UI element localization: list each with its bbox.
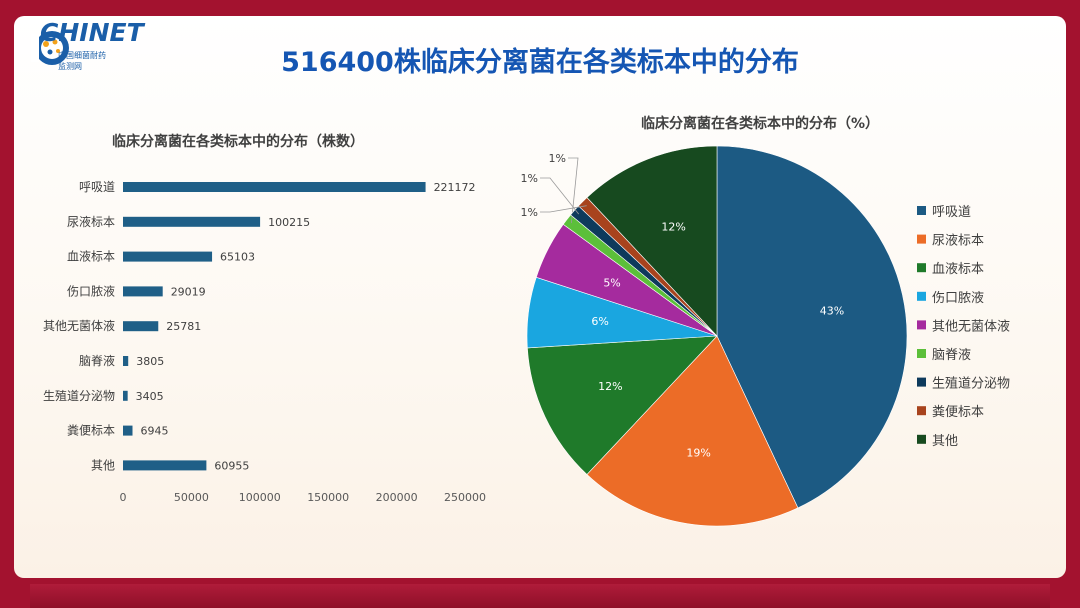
bar-category-label: 血液标本 [67,249,115,264]
legend-swatch [917,234,926,244]
bar-value-label: 29019 [171,285,206,298]
bar-category-label: 伤口脓液 [67,283,115,298]
pie-value-label: 6% [591,315,608,328]
pie-value-label: 5% [603,277,620,290]
legend-label: 其他 [932,434,958,449]
bar-chart-title: 临床分离菌在各类标本中的分布（株数） [112,133,364,150]
bottom-strip [30,584,1050,608]
legend-swatch [917,349,926,358]
pie-value-label: 43% [820,304,844,317]
legend-label: 尿液标本 [932,234,984,249]
pie-chart-title: 临床分离菌在各类标本中的分布（%） [641,115,879,132]
bar-category-label: 生殖道分泌物 [43,388,115,403]
x-tick-label: 250000 [444,491,486,504]
bar [123,321,159,332]
pie-leader-line [568,157,579,224]
legend-label: 血液标本 [932,262,984,277]
pie-value-label: 1% [521,172,538,185]
bar-category-label: 其他 [91,458,115,472]
pie-leader-line [540,177,580,215]
logo-wordmark: CHINET [40,18,144,47]
legend-label: 生殖道分泌物 [932,376,1010,392]
pie-value-label: 12% [661,220,685,233]
legend-swatch [917,320,926,330]
pie-slice [586,145,718,337]
logo-subtitle-2: 监测网 [58,62,82,71]
bar [123,356,129,366]
x-tick-label: 150000 [307,491,349,504]
pie-chart: 43% 19% 12% 6% 5% 1% 1% 1% 12% [521,145,908,527]
legend-swatch [917,406,926,416]
bar [123,390,128,401]
bar [123,251,213,262]
bar-value-label: 3405 [136,390,164,403]
legend-label: 脑脊液 [932,348,971,363]
pie-value-label: 1% [549,152,566,165]
bar-value-label: 25781 [166,320,201,333]
bar [123,286,163,297]
pie-value-label: 19% [686,446,710,459]
pie-value-label: 1% [521,206,538,219]
x-tick-label: 0 [120,491,127,504]
x-tick-label: 50000 [174,491,209,504]
bar-category-label: 其他无菌体液 [43,318,115,333]
legend-swatch [917,263,926,273]
chinet-logo: CHINET 中国细菌耐药 监测网 [22,16,152,80]
legend-label: 粪便标本 [932,405,984,420]
pie-slice [527,335,718,475]
bar-value-label: 6945 [141,425,169,438]
legend-swatch [917,434,926,444]
pie-slice [716,145,908,509]
legend-swatch [917,206,926,215]
bar-value-label: 221172 [434,181,476,194]
x-tick-label: 200000 [376,491,418,504]
page-title: 516400株临床分离菌在各类标本中的分布 [281,47,799,78]
bar [123,425,133,436]
pie-leader-line [540,205,587,213]
bar-value-label: 65103 [220,251,255,264]
legend-label: 呼吸道 [932,205,971,220]
bar-value-label: 3805 [136,355,164,368]
bar-category-label: 尿液标本 [67,214,115,229]
bar-category-label: 粪便标本 [67,424,115,438]
x-tick-label: 100000 [239,491,281,504]
bar-value-label: 100215 [268,216,310,229]
legend-swatch [917,291,926,301]
pie-value-label: 12% [598,380,622,393]
bar-chart: 呼吸道 221172 尿液标本 100215 血液标本 65103 伤口脓液 29019 其他无… [43,180,486,504]
logo-subtitle-1: 中国细菌耐药 [58,51,106,60]
bar-category-label: 脑脊液 [79,353,115,368]
pie-slice [586,335,799,527]
bar [123,182,426,192]
bar-category-label: 呼吸道 [79,180,115,194]
bar [123,216,261,227]
bar [123,460,207,471]
legend-label: 伤口脓液 [932,290,984,306]
legend-swatch [917,377,926,387]
logo-globe-icon [31,31,69,65]
legend-label: 其他无菌体液 [932,319,1010,334]
bar-value-label: 60955 [214,459,249,472]
